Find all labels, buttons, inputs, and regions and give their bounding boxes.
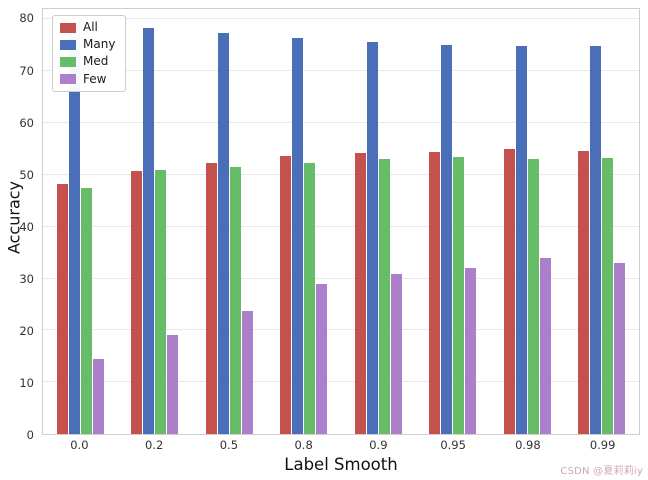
bar-all-0.98	[503, 149, 515, 434]
x-tick-label: 0.95	[440, 438, 466, 452]
legend: All Many Med Few	[52, 15, 127, 92]
bar-few-0.5	[241, 310, 253, 434]
x-axis-ticks: 0.0 0.2 0.5 0.8 0.9 0.95 0.98 0.99	[42, 438, 640, 452]
legend-item-med: Med	[60, 55, 115, 68]
gridline	[43, 70, 639, 72]
y-tick-label: 10	[19, 375, 34, 390]
y-tick-label: 80	[19, 11, 34, 26]
bar-group-0.2	[118, 9, 193, 434]
x-tick-label: 0.2	[144, 438, 164, 452]
x-tick-label: 0.9	[369, 438, 388, 452]
bar-few-0.9	[390, 274, 402, 434]
bar-med-0.0	[80, 188, 92, 434]
legend-item-many: Many	[60, 37, 116, 52]
gridline	[43, 173, 639, 175]
bar-group-0.5	[192, 9, 267, 434]
x-tick-label: 0.8	[294, 438, 313, 452]
bar-med-0.98	[527, 159, 539, 434]
y-tick-label: 30	[19, 271, 34, 286]
y-tick-label: 0	[26, 428, 34, 442]
gridline	[43, 329, 639, 331]
bar-med-0.5	[229, 167, 241, 434]
legend-item-few: Few	[60, 71, 115, 86]
bar-few-0.95	[465, 267, 477, 434]
gridline	[43, 277, 639, 279]
bar-group-0.95	[416, 9, 491, 434]
bar-all-0.9	[354, 153, 366, 434]
gridline	[43, 381, 639, 383]
bar-med-0.8	[304, 163, 316, 434]
plot-area: All Many Med Few	[42, 8, 640, 435]
bar-med-0.95	[453, 157, 465, 434]
bar-med-0.2	[155, 170, 167, 434]
x-tick-label: 0.99	[589, 438, 616, 452]
y-tick-label: 50	[19, 167, 34, 182]
legend-swatch-icon	[60, 74, 76, 85]
bar-group-0.98	[490, 9, 565, 434]
bar-all-0.99	[578, 150, 590, 434]
legend-label: All	[83, 20, 98, 34]
x-axis-label: Label Smooth	[284, 455, 398, 474]
watermark: CSDN @夏莉莉iy	[560, 466, 643, 477]
bar-few-0.98	[539, 258, 551, 434]
bar-many-0.2	[143, 27, 155, 434]
y-tick-label: 40	[19, 219, 34, 234]
bars-container	[43, 9, 639, 434]
bar-med-0.9	[378, 159, 390, 434]
bar-many-0.0	[68, 21, 80, 434]
bar-group-0.0	[43, 9, 118, 434]
gridline	[43, 122, 639, 124]
bar-all-0.5	[205, 163, 217, 434]
bar-all-0.95	[429, 152, 441, 434]
bar-many-0.98	[515, 45, 527, 434]
bar-group-0.8	[267, 9, 342, 434]
y-tick-label: 70	[19, 63, 34, 78]
legend-swatch-icon	[60, 39, 76, 50]
bar-all-0.0	[56, 183, 68, 434]
bar-med-0.99	[602, 158, 614, 434]
x-tick-label: 0.5	[219, 438, 239, 452]
bar-group-0.99	[565, 9, 640, 434]
y-tick-label: 20	[19, 323, 34, 338]
y-tick-label: 60	[19, 115, 34, 130]
bar-many-0.95	[441, 45, 453, 434]
bar-few-0.0	[92, 359, 104, 434]
bar-all-0.8	[280, 156, 292, 434]
bar-many-0.8	[292, 38, 304, 434]
x-tick-label: 0.0	[70, 438, 89, 452]
bar-few-0.8	[316, 284, 328, 434]
gridline	[43, 18, 639, 20]
legend-label: Med	[83, 54, 109, 69]
bar-many-0.5	[217, 33, 229, 434]
bar-many-0.99	[590, 45, 602, 434]
bar-all-0.2	[131, 170, 143, 434]
legend-label: Few	[83, 71, 107, 86]
legend-swatch-icon	[60, 56, 76, 67]
bar-few-0.2	[167, 335, 179, 434]
legend-label: Many	[83, 37, 116, 52]
x-tick-label: 0.98	[515, 438, 541, 452]
bar-many-0.9	[366, 41, 378, 434]
legend-item-all: All	[60, 20, 115, 34]
bar-few-0.99	[614, 262, 626, 434]
gridline	[43, 225, 639, 227]
bar-group-0.9	[341, 9, 416, 434]
legend-swatch-icon	[60, 22, 76, 33]
y-axis-ticks: 0 10 20 30 40 50 60 70 80	[0, 8, 38, 442]
